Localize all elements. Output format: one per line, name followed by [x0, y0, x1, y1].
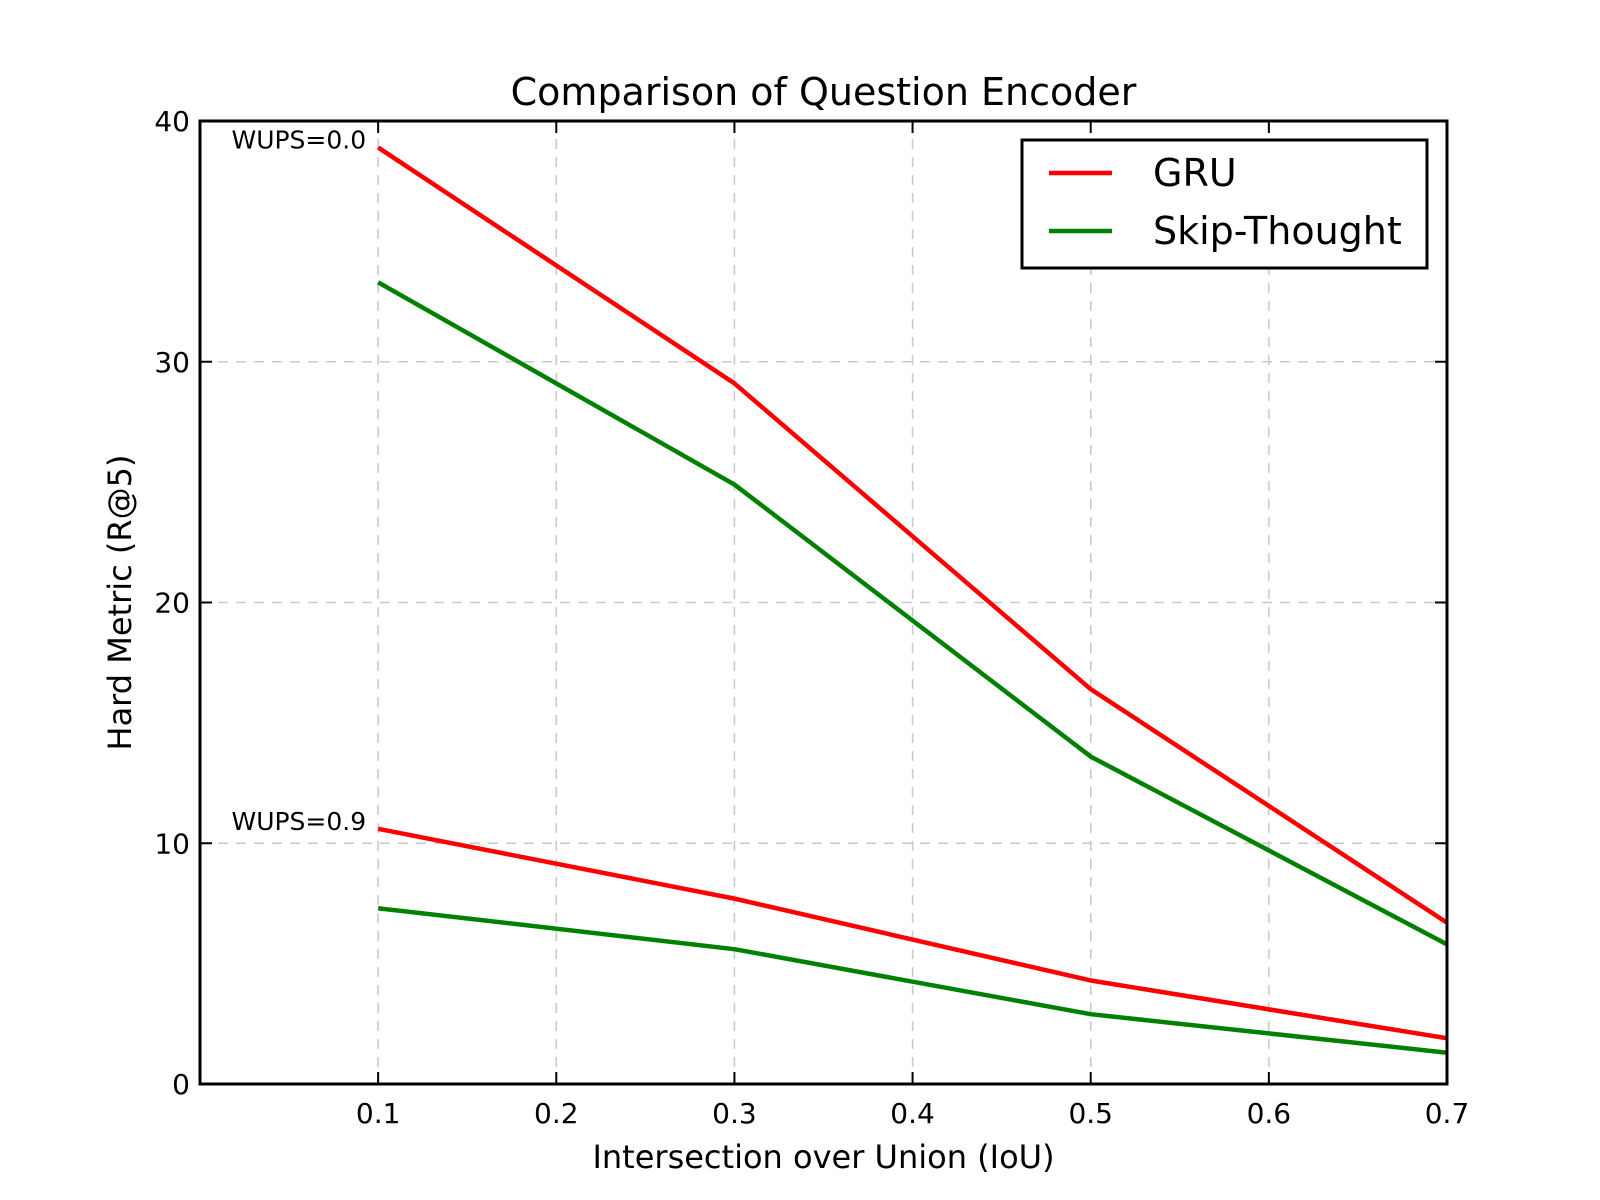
y-tick-label: 0 [172, 1068, 190, 1101]
axis-ticks: 0.1 0.2 0.3 0.4 0.5 0.6 0.7 0 10 20 30 40 [154, 105, 1469, 1130]
legend-box [1020, 138, 1429, 270]
annotation-label: WUPS=0.9 [231, 807, 366, 836]
y-axis-label: Hard Metric (R@5) [101, 455, 139, 751]
y-tick-label: 40 [154, 105, 190, 138]
legend: GRU Skip-Thought [1020, 138, 1429, 270]
series-line-gru [377, 826, 1448, 1041]
x-tick-label: 0.7 [1425, 1097, 1470, 1130]
series-line-gru [376, 145, 1449, 925]
y-tick-label: 20 [154, 587, 190, 620]
x-tick-label: 0.6 [1247, 1097, 1292, 1130]
x-tick-label: 0.3 [712, 1097, 757, 1130]
chart-title: Comparison of Question Encoder [511, 70, 1137, 114]
series-line-skip-thought [377, 906, 1448, 1055]
legend-label-skip-thought: Skip-Thought [1153, 209, 1402, 253]
x-tick-label: 0.1 [356, 1097, 401, 1130]
x-axis-label: Intersection over Union (IoU) [592, 1138, 1054, 1176]
series-line-skip-thought [377, 280, 1449, 947]
x-tick-label: 0.2 [534, 1097, 579, 1130]
annotation-label: WUPS=0.0 [231, 125, 366, 154]
legend-label-gru: GRU [1153, 151, 1237, 195]
series-lines [376, 145, 1449, 1055]
y-tick-label: 30 [154, 346, 190, 379]
x-tick-label: 0.5 [1068, 1097, 1113, 1130]
annotations: WUPS=0.0 WUPS=0.9 [231, 125, 366, 835]
x-tick-label: 0.4 [890, 1097, 935, 1130]
y-tick-label: 10 [154, 827, 190, 860]
